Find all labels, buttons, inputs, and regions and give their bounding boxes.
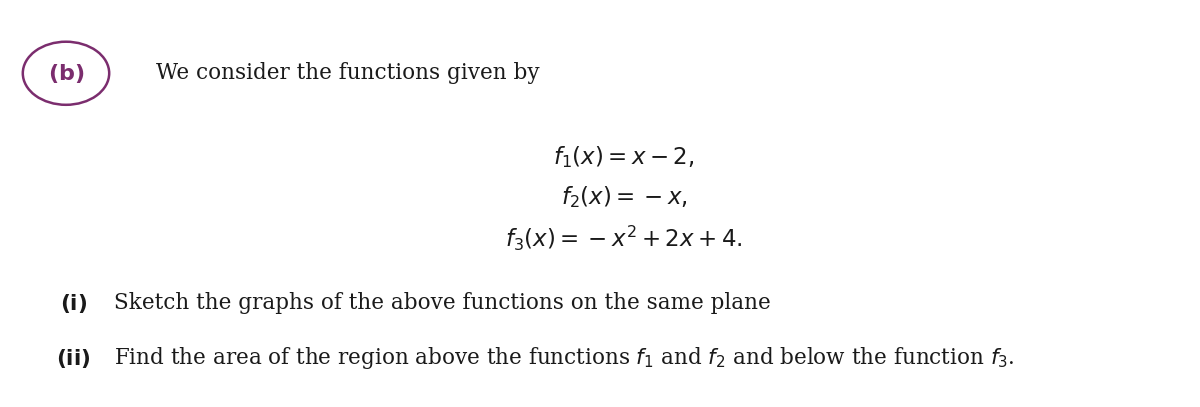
Text: Find the area of the region above the functions $f_1$ and $f_2$ and below the fu: Find the area of the region above the fu… xyxy=(114,345,1014,371)
Text: $f_2(x) = -x,$: $f_2(x) = -x,$ xyxy=(560,184,688,210)
Text: We consider the functions given by: We consider the functions given by xyxy=(156,62,540,84)
Text: $f_3(x) = -x^2 + 2x + 4.$: $f_3(x) = -x^2 + 2x + 4.$ xyxy=(505,223,743,253)
Text: $\mathbf{(b)}$: $\mathbf{(b)}$ xyxy=(48,62,84,85)
Text: Sketch the graphs of the above functions on the same plane: Sketch the graphs of the above functions… xyxy=(114,292,770,314)
Text: $\mathbf{(i)}$: $\mathbf{(i)}$ xyxy=(60,292,88,315)
Text: $\mathbf{(ii)}$: $\mathbf{(ii)}$ xyxy=(56,347,91,370)
Text: $f_1(x) = x - 2,$: $f_1(x) = x - 2,$ xyxy=(553,144,695,170)
